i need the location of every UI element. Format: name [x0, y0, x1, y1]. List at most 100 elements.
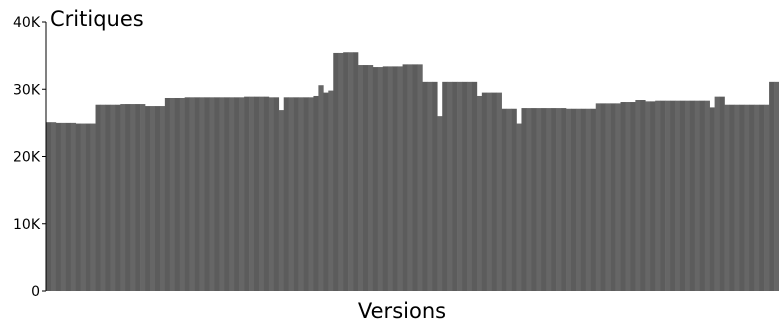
- bar-129: [684, 100, 691, 292]
- bar-87: [476, 95, 483, 291]
- bar-47: [278, 110, 285, 291]
- bar-80: [442, 81, 448, 291]
- bar-135: [714, 96, 720, 292]
- bar-5: [70, 122, 77, 292]
- bar-50: [293, 97, 299, 291]
- bar-21: [150, 106, 156, 291]
- bar-123: [655, 100, 661, 292]
- bar-84: [462, 81, 468, 291]
- bar-11: [100, 104, 106, 291]
- bar-63: [358, 65, 364, 291]
- bar-130: [689, 100, 696, 292]
- bar-13: [110, 104, 116, 291]
- bar-125: [665, 100, 671, 292]
- bar-57: [328, 90, 334, 291]
- bar-76: [422, 81, 428, 291]
- bar-12: [105, 104, 111, 291]
- bar-42: [254, 96, 260, 292]
- bar-144: [759, 104, 765, 291]
- bar-75: [417, 64, 423, 292]
- x-axis-title: Versions: [358, 299, 446, 321]
- bar-142: [749, 104, 755, 291]
- bar-39: [239, 97, 245, 291]
- y-tick-label-2: 20K: [13, 150, 41, 166]
- bar-138: [729, 104, 735, 291]
- bar-22: [154, 106, 161, 291]
- bar-16: [125, 104, 131, 291]
- bar-54: [313, 95, 319, 291]
- bar-34: [214, 97, 220, 291]
- bar-101: [546, 108, 552, 291]
- bar-94: [511, 108, 517, 291]
- bar-6: [75, 123, 81, 291]
- bars-group: [46, 52, 779, 292]
- bar-67: [377, 67, 384, 291]
- bar-30: [194, 97, 200, 291]
- bar-114: [610, 103, 616, 292]
- bar-127: [674, 100, 681, 292]
- bar-65: [367, 65, 374, 291]
- y-tick-label-3: 30K: [13, 82, 41, 98]
- bar-59: [338, 52, 344, 291]
- bar-69: [387, 66, 393, 291]
- bar-31: [199, 97, 205, 291]
- bar-128: [679, 100, 686, 292]
- bar-45: [268, 97, 275, 291]
- bar-55: [318, 85, 324, 291]
- bar-139: [734, 104, 740, 291]
- bar-97: [526, 108, 532, 291]
- bar-9: [90, 123, 96, 291]
- bar-68: [382, 66, 389, 291]
- bar-118: [630, 102, 636, 291]
- bar-40: [244, 96, 250, 292]
- bar-48: [283, 97, 289, 291]
- bar-23: [159, 106, 166, 291]
- bar-33: [209, 97, 215, 291]
- bar-20: [145, 106, 151, 291]
- bar-35: [219, 97, 225, 291]
- bar-32: [204, 97, 210, 291]
- bar-98: [531, 108, 537, 291]
- bar-28: [184, 97, 190, 291]
- bar-1: [50, 122, 57, 291]
- bar-46: [273, 97, 280, 291]
- bar-52: [303, 97, 309, 291]
- bar-133: [704, 100, 710, 292]
- bar-70: [392, 66, 398, 291]
- bar-117: [625, 102, 631, 291]
- bar-53: [308, 97, 314, 291]
- bar-134: [709, 107, 715, 291]
- bar-106: [570, 108, 577, 291]
- bar-43: [258, 96, 265, 292]
- bar-85: [466, 81, 473, 291]
- bar-103: [556, 108, 562, 291]
- bar-62: [353, 52, 359, 292]
- bar-102: [551, 108, 557, 291]
- bar-113: [605, 103, 611, 292]
- bar-115: [615, 103, 621, 292]
- bar-99: [536, 108, 542, 291]
- bar-77: [427, 81, 433, 291]
- y-tick-label-0: 0: [31, 284, 40, 300]
- bar-14: [115, 104, 121, 291]
- bar-37: [229, 97, 235, 291]
- bar-95: [516, 123, 522, 291]
- y-axis-title: Critiques: [50, 7, 144, 31]
- bar-44: [263, 96, 270, 292]
- bar-2: [55, 122, 62, 292]
- bar-107: [575, 108, 582, 291]
- bar-17: [130, 104, 136, 291]
- bar-66: [372, 67, 379, 291]
- bar-89: [486, 92, 493, 291]
- bar-100: [541, 108, 547, 291]
- bar-78: [432, 81, 438, 291]
- bar-71: [397, 66, 403, 291]
- bar-126: [670, 100, 676, 292]
- bar-58: [333, 52, 339, 291]
- bar-10: [95, 104, 101, 291]
- bar-7: [80, 123, 86, 291]
- bar-143: [754, 104, 760, 291]
- bar-25: [169, 97, 176, 292]
- bar-72: [402, 64, 408, 292]
- bar-41: [249, 96, 255, 292]
